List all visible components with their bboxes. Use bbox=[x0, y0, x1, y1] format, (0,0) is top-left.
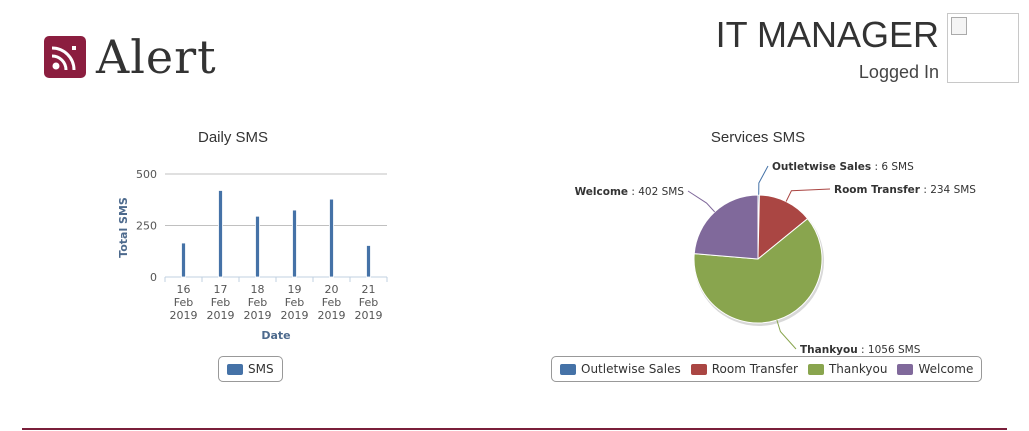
legend-item-outletwise-sales[interactable]: Outletwise Sales bbox=[560, 362, 681, 376]
bar[interactable] bbox=[218, 190, 223, 278]
bar[interactable] bbox=[181, 242, 186, 278]
slice-label: Thankyou : 1056 SMS bbox=[800, 344, 921, 356]
legend-label: SMS bbox=[248, 362, 274, 376]
x-axis-title: Date bbox=[261, 329, 290, 342]
connector-line bbox=[785, 188, 831, 202]
broken-image-icon bbox=[951, 17, 967, 35]
login-status: Logged In bbox=[858, 62, 939, 82]
services-chart-title: Services SMS bbox=[710, 129, 806, 146]
legend-item-welcome[interactable]: Welcome bbox=[897, 362, 973, 376]
legend-swatch bbox=[897, 363, 914, 375]
x-tick-label: 17 Feb 2019 bbox=[207, 283, 235, 322]
legend-swatch bbox=[560, 363, 576, 375]
bar[interactable] bbox=[366, 245, 371, 278]
legend-item-sms[interactable]: SMS bbox=[227, 362, 274, 376]
bar[interactable] bbox=[329, 198, 334, 278]
x-tick-label: 21 Feb 2019 bbox=[355, 283, 383, 322]
legend-label: Room Transfer bbox=[711, 362, 798, 376]
logo-text: Alert bbox=[96, 30, 217, 84]
services-chart-legend[interactable]: Outletwise Sales Room Transfer Thankyou … bbox=[551, 356, 983, 382]
connector-line bbox=[776, 319, 797, 350]
connector-line bbox=[758, 165, 769, 196]
logo-icon bbox=[44, 36, 86, 78]
legend-item-thankyou[interactable]: Thankyou bbox=[807, 362, 888, 376]
daily-chart-title: Daily SMS bbox=[197, 129, 268, 146]
logo: Alert bbox=[44, 28, 244, 86]
legend-label: Thankyou bbox=[828, 362, 888, 376]
daily-chart-legend[interactable]: SMS bbox=[218, 356, 283, 382]
x-tick-label: 20 Feb 2019 bbox=[318, 283, 346, 322]
legend-swatch bbox=[807, 363, 824, 375]
y-tick-label: 500 bbox=[136, 168, 157, 181]
bar[interactable] bbox=[292, 209, 297, 278]
page-title: IT MANAGER bbox=[715, 14, 939, 55]
legend-item-room-transfer[interactable]: Room Transfer bbox=[690, 362, 798, 376]
legend-swatch bbox=[227, 363, 243, 375]
daily-sms-chart: 0 250 500 16 Feb 2019 17 Feb 2019 18 Feb 2019 19 Feb 2… bbox=[117, 168, 388, 342]
slice-label: Room Transfer : 234 SMS bbox=[834, 184, 976, 196]
slice-label: Outletwise Sales : 6 SMS bbox=[772, 161, 914, 173]
x-tick-label: 16 Feb 2019 bbox=[170, 283, 198, 322]
x-tick-label: 19 Feb 2019 bbox=[281, 283, 309, 322]
connector-line bbox=[687, 190, 716, 213]
y-tick-label: 0 bbox=[150, 271, 157, 284]
services-sms-chart: Outletwise Sales : 6 SMS Room Transfer : … bbox=[575, 161, 977, 356]
legend-swatch bbox=[690, 363, 707, 375]
y-tick-label: 250 bbox=[136, 220, 157, 233]
slice-label: Welcome : 402 SMS bbox=[575, 186, 685, 198]
y-axis-title: Total SMS bbox=[117, 197, 130, 258]
legend-label: Welcome bbox=[918, 362, 974, 376]
legend-label: Outletwise Sales bbox=[581, 362, 681, 376]
avatar[interactable] bbox=[947, 13, 1019, 83]
bar[interactable] bbox=[255, 215, 260, 278]
footer-divider bbox=[22, 428, 1007, 430]
pie-slice[interactable] bbox=[693, 194, 759, 260]
pie-slice[interactable] bbox=[757, 194, 809, 261]
x-tick-label: 18 Feb 2019 bbox=[244, 283, 272, 322]
